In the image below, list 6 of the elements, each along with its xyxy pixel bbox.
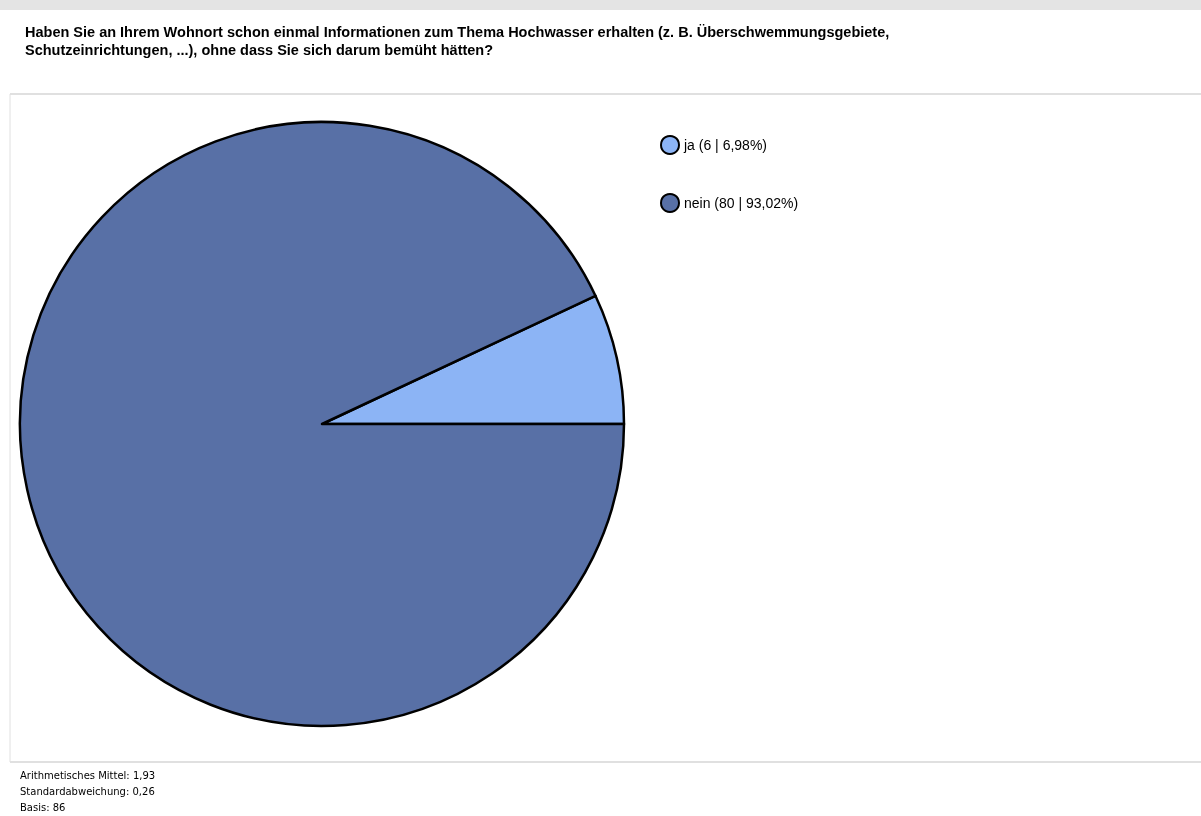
text: Standardabweichung: 0,26	[20, 785, 155, 797]
legend-label: ja (6 | 6,98%)	[683, 137, 768, 153]
chart-title: Haben Sie an Ihrem Wohnort schon einmal Informationen zum Thema Hochwasser erhalten (z. B. Überschwemmungsgebiete, Schutzeinrichtungen, ...), ohne dass Sie sich darum bemüht hätten?	[25, 24, 890, 58]
text: Arithmetisches Mittel: 1,93	[20, 769, 156, 781]
text: Basis: 86	[20, 801, 66, 813]
legend-label: nein (80 | 93,02%)	[684, 195, 799, 211]
